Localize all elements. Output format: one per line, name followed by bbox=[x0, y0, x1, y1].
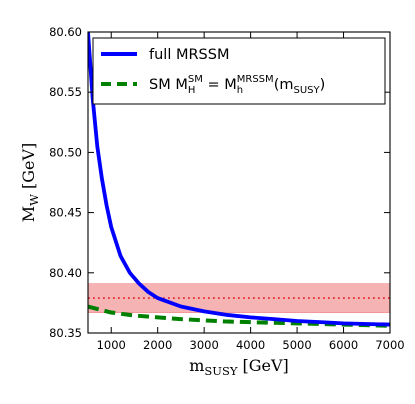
legend-sm-sub1: H bbox=[188, 85, 196, 96]
y-axis-label-sub: W bbox=[27, 194, 41, 206]
series-layer bbox=[88, 32, 390, 328]
y-tick-label: 80.60 bbox=[49, 25, 82, 39]
y-axis-label-unit: [GeV] bbox=[19, 143, 38, 194]
x-axis-label-unit: [GeV] bbox=[237, 356, 288, 375]
legend-sm-sub2: h bbox=[237, 85, 243, 96]
legend: full MRSSM SM MSM H = MMRSSM h (mSUSY) bbox=[92, 37, 386, 105]
y-tick-label: 80.35 bbox=[49, 326, 82, 340]
y-tick-label: 80.50 bbox=[49, 145, 82, 159]
x-axis-label: mSUSY [GeV] bbox=[189, 356, 289, 378]
measurement-band-layer bbox=[88, 283, 390, 313]
x-axis-label-sub: SUSY bbox=[204, 364, 237, 378]
series-line-full-mrssm bbox=[88, 32, 390, 327]
x-tick-label: 4000 bbox=[236, 338, 265, 352]
x-tick-label: 2000 bbox=[143, 338, 172, 352]
x-tick-label: 1000 bbox=[97, 338, 126, 352]
y-tick-label: 80.45 bbox=[49, 206, 82, 220]
series-line-sm bbox=[88, 304, 390, 328]
y-tick-label: 80.55 bbox=[49, 85, 82, 99]
legend-sm-post1: (m bbox=[274, 77, 294, 93]
plot-frame bbox=[87, 31, 391, 334]
x-tick-label: 5000 bbox=[282, 338, 311, 352]
legend-sm-pre: SM M bbox=[149, 77, 188, 93]
legend-sm-sub3: SUSY bbox=[293, 85, 320, 96]
y-tick-label: 80.40 bbox=[49, 266, 82, 280]
x-tick-label: 7000 bbox=[375, 338, 404, 352]
legend-sm-mid: = M bbox=[203, 77, 237, 93]
legend-sm-post2: ) bbox=[320, 77, 326, 93]
legend-sm-sup2: MRSSM bbox=[237, 74, 274, 85]
y-axis-label-base: M bbox=[19, 206, 38, 222]
legend-sm-sup1: SM bbox=[188, 74, 203, 85]
legend-entry-sm: SM MSM H = MMRSSM h (mSUSY) bbox=[149, 74, 325, 96]
legend-entry-full-mrssm: full MRSSM bbox=[149, 47, 229, 63]
x-tick-label: 3000 bbox=[190, 338, 219, 352]
x-axis-label-base: m bbox=[189, 356, 204, 375]
y-axis-label: MW [GeV] bbox=[19, 143, 41, 223]
legend-box bbox=[92, 37, 386, 105]
ticks-layer: 1000 2000 3000 4000 5000 6000 7000 80.35 80.40 80… bbox=[49, 25, 405, 352]
x-tick-label: 6000 bbox=[329, 338, 358, 352]
